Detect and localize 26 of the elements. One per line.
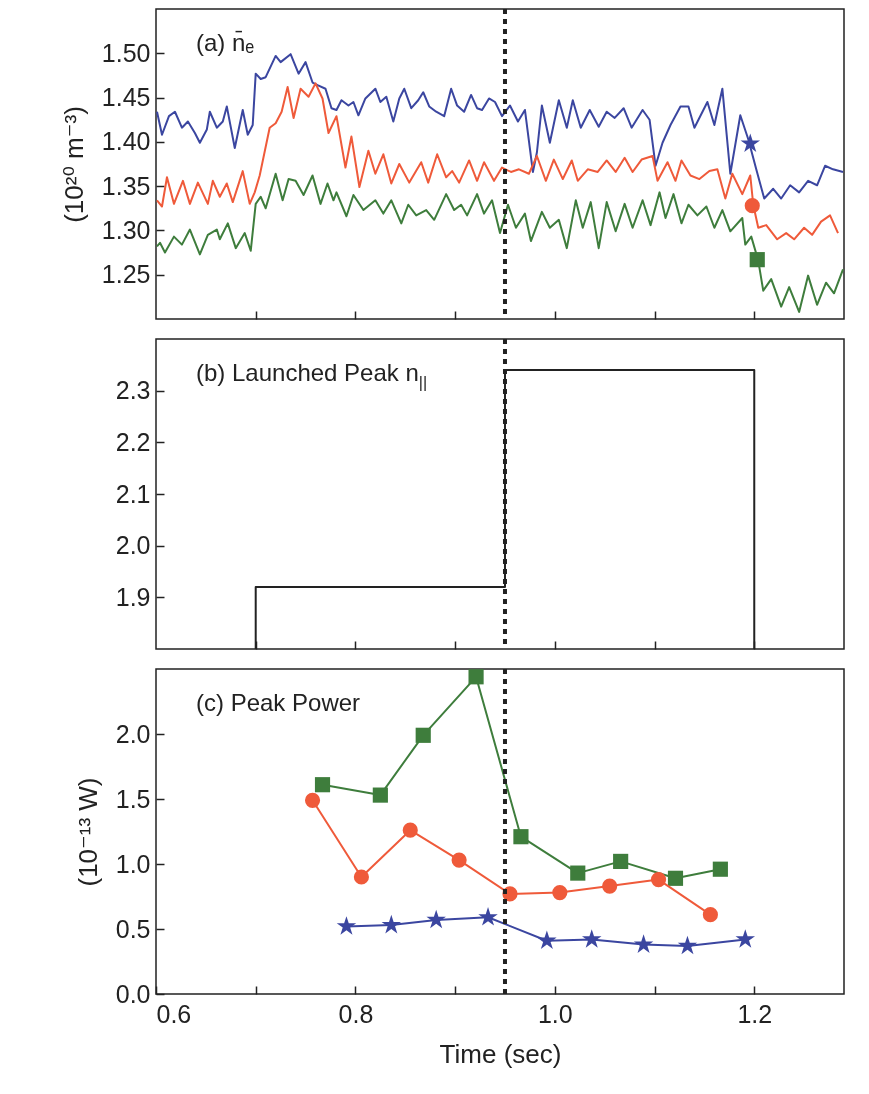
annotation: (a) n̄ₑ bbox=[196, 29, 255, 56]
x-tick-label: 1.2 bbox=[737, 999, 773, 1028]
x-tick-label: 0.8 bbox=[338, 999, 374, 1028]
y-tick-label: 1.35 bbox=[101, 171, 151, 200]
y-tick-label: 1.25 bbox=[101, 260, 151, 289]
annotation: (c) Peak Power bbox=[196, 689, 361, 716]
y-tick-label: 1.50 bbox=[101, 38, 151, 67]
y-tick-label: 1.9 bbox=[115, 582, 151, 611]
annotation: (b) Launched Peak n|| bbox=[196, 359, 428, 391]
x-tick-label: 0.6 bbox=[156, 999, 192, 1028]
x-axis-title: Time (sec) bbox=[439, 1038, 562, 1069]
y-tick-label: 1.0 bbox=[115, 849, 151, 878]
x-tick-label: 1.0 bbox=[537, 999, 573, 1028]
y-tick-label: 1.30 bbox=[101, 215, 151, 244]
y-axis-title: (10²⁰ m⁻³) bbox=[58, 106, 89, 223]
y-tick-label: 2.0 bbox=[115, 719, 151, 748]
y-tick-label: 2.1 bbox=[115, 479, 151, 508]
y-axis-title: (10⁻¹³ W) bbox=[72, 777, 103, 887]
y-tick-label: 2.0 bbox=[115, 531, 151, 560]
y-tick-label: 1.45 bbox=[101, 83, 151, 112]
y-tick-label: 1.5 bbox=[115, 784, 151, 813]
y-tick-label: 0.0 bbox=[115, 979, 151, 1008]
y-tick-label: 0.5 bbox=[115, 914, 151, 943]
y-tick-label: 2.3 bbox=[115, 376, 151, 405]
y-tick-label: 2.2 bbox=[115, 427, 151, 456]
y-tick-label: 1.40 bbox=[101, 127, 151, 156]
